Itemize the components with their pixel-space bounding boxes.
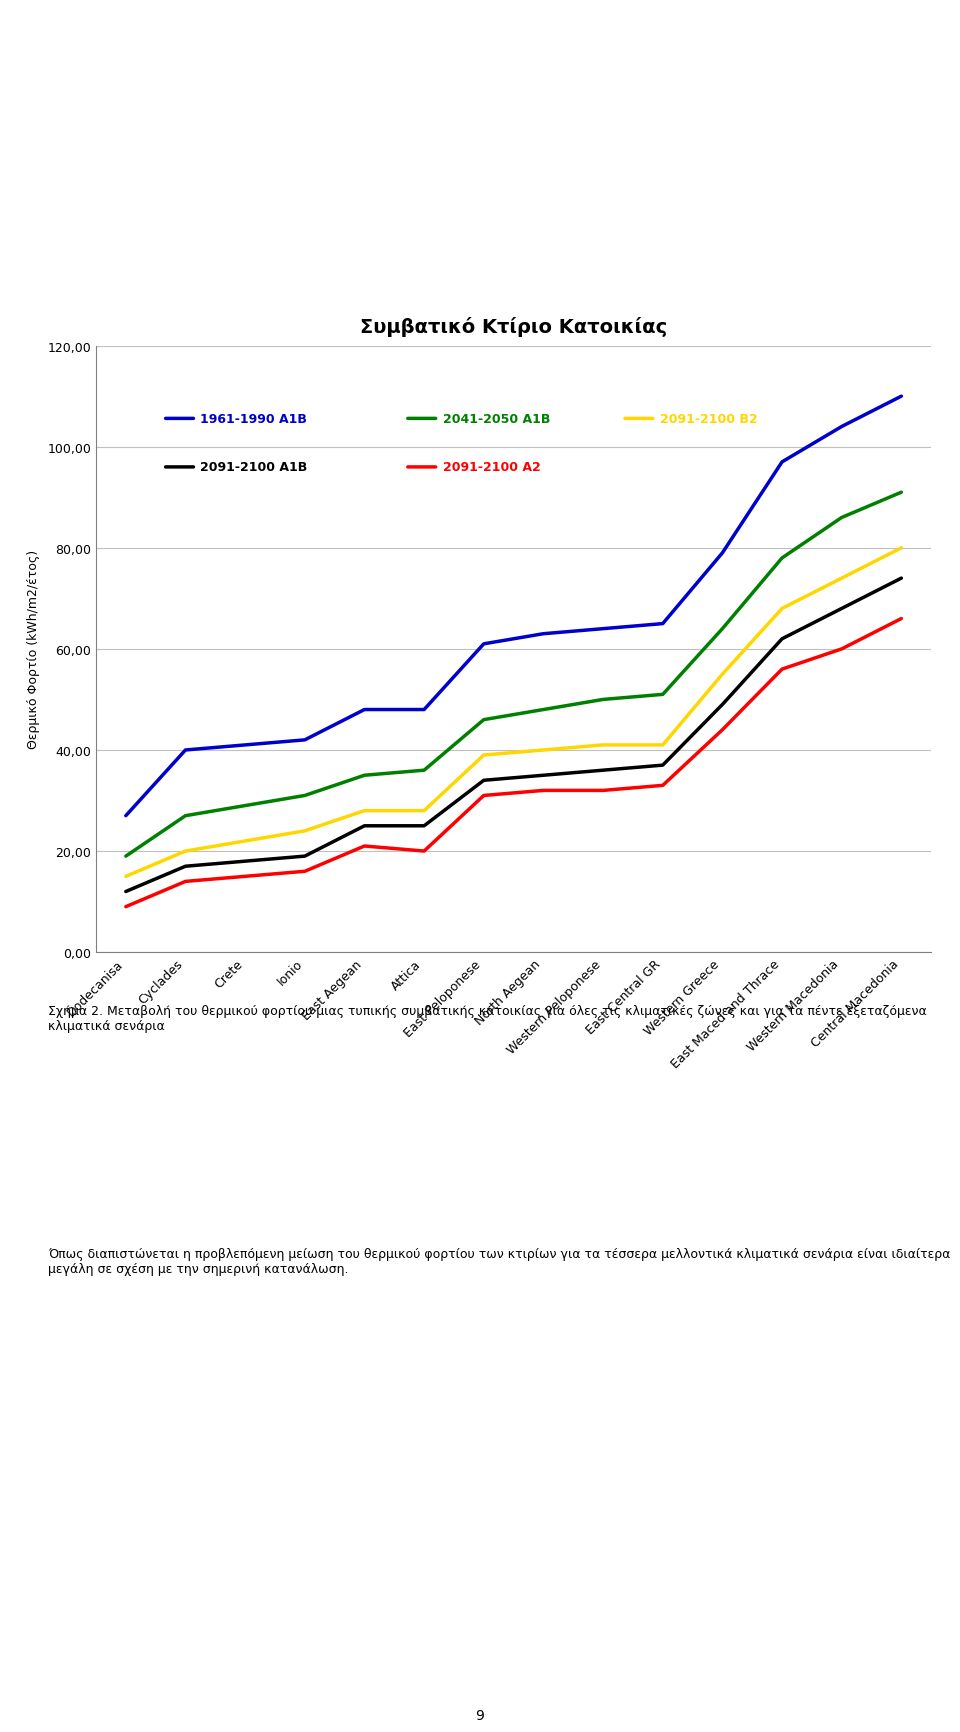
Text: 1961-1990 A1B: 1961-1990 A1B <box>201 412 307 426</box>
Text: 2091-2100 A1B: 2091-2100 A1B <box>201 461 307 475</box>
Text: 2091-2100 B2: 2091-2100 B2 <box>660 412 757 426</box>
Text: Όπως διαπιστώνεται η προβλεπόμενη μείωση του θερμικού φορτίου των κτιρίων για τα: Όπως διαπιστώνεται η προβλεπόμενη μείωση… <box>48 1247 950 1275</box>
Text: 2091-2100 A2: 2091-2100 A2 <box>443 461 540 475</box>
Text: Σχήμα 2. Μεταβολή του θερμικού φορτίου μιας τυπικής συμβατικής κατοικίας για όλε: Σχήμα 2. Μεταβολή του θερμικού φορτίου μ… <box>48 1005 926 1032</box>
Y-axis label: Θερμικό Φορτίο (kWh/m2/έτος): Θερμικό Φορτίο (kWh/m2/έτος) <box>27 551 40 748</box>
Text: 2041-2050 A1B: 2041-2050 A1B <box>443 412 550 426</box>
Title: Συμβατικό Κτίριο Κατοικίας: Συμβατικό Κτίριο Κατοικίας <box>360 317 667 336</box>
Text: 9: 9 <box>475 1708 485 1722</box>
